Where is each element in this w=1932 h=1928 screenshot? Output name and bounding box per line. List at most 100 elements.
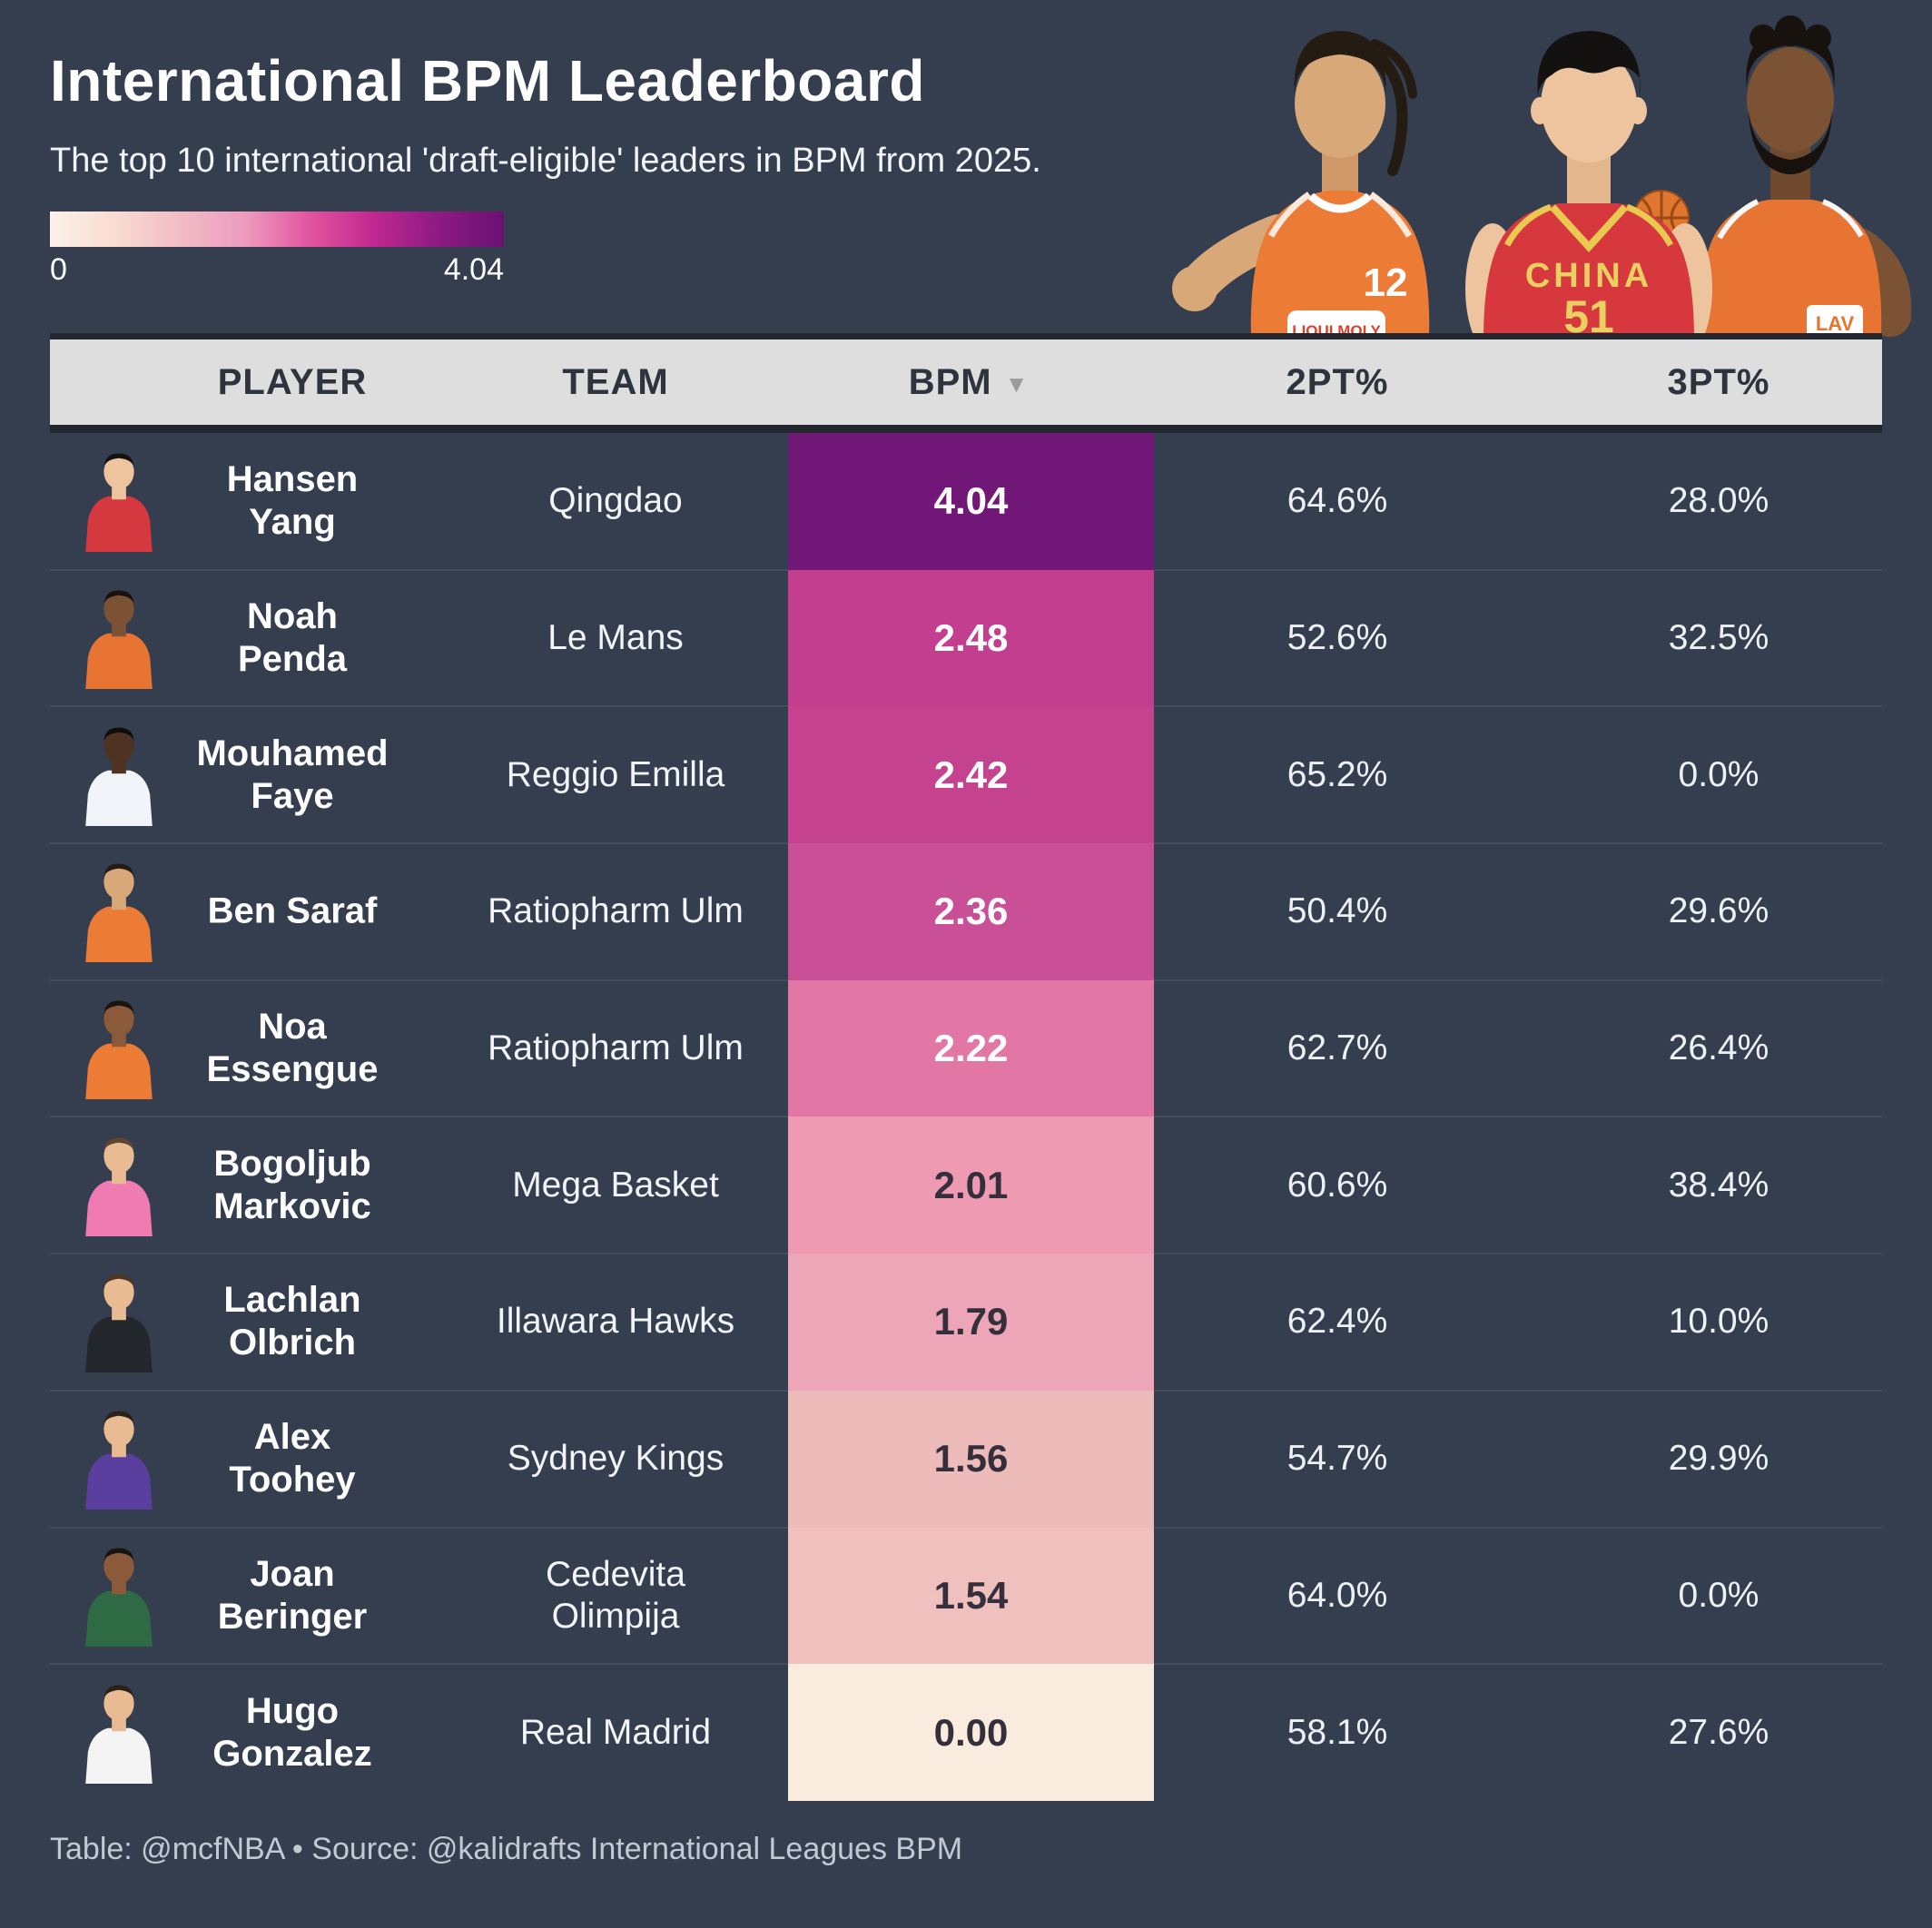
player-avatar-graphic: [85, 1548, 153, 1647]
player-team: Real Madrid: [519, 1712, 712, 1752]
bpm-cell: 2.48: [788, 569, 1154, 707]
three-pt-value: 0.0%: [1678, 754, 1760, 794]
bpm-value: 2.36: [933, 890, 1009, 933]
player-avatar: [75, 450, 163, 553]
column-header-team: TEAM: [562, 361, 669, 402]
bpm-value: 1.56: [933, 1437, 1009, 1480]
player-avatar-graphic: [85, 1137, 153, 1236]
table-row: Joan Beringer Cedevita Olimpija 1.54 64.…: [50, 1526, 1882, 1665]
player-team: Ratiopharm Ulm: [488, 891, 744, 931]
player-name: Mouhamed Faye: [196, 733, 389, 816]
player-team: Reggio Emilla: [506, 754, 725, 794]
player-avatar-graphic: [85, 453, 153, 553]
player-name: Lachlan Olbrich: [223, 1280, 361, 1363]
bpm-value: 2.01: [933, 1163, 1009, 1206]
player-team: Mega Basket: [512, 1165, 719, 1205]
sort-descending-icon: ▼: [1004, 369, 1030, 398]
player-avatar: [75, 1271, 163, 1373]
table-row: Hansen Yang Qingdao 4.04 64.6% 28.0%: [50, 433, 1882, 570]
table-row: Noah Penda Le Mans 2.48 52.6% 32.5%: [50, 568, 1882, 707]
credit-line: Table: @mcfNBA • Source: @kalidrafts Int…: [50, 1832, 963, 1866]
bpm-cell: 2.01: [788, 1116, 1154, 1254]
player-avatar: [75, 724, 163, 826]
two-pt-value: 62.7%: [1286, 1028, 1388, 1068]
bpm-value: 4.04: [933, 479, 1009, 523]
hero-player-left: 12 LIQUI MOLY: [1172, 31, 1430, 349]
player-team: Illawara Hawks: [496, 1302, 735, 1342]
three-pt-value: 0.0%: [1678, 1575, 1760, 1615]
two-pt-value: 52.6%: [1286, 618, 1388, 658]
three-pt-value: 29.6%: [1668, 891, 1769, 931]
hero-center-jersey-text: CHINA: [1525, 257, 1652, 295]
scale-min-label: 0: [50, 252, 67, 287]
player-avatar-graphic: [85, 863, 153, 963]
subtitle: The top 10 international 'draft-eligible…: [50, 142, 1041, 180]
two-pt-value: 54.7%: [1286, 1439, 1388, 1479]
hero-left-jersey-number: 12: [1364, 261, 1408, 305]
two-pt-value: 58.1%: [1286, 1712, 1388, 1752]
column-header-bpm: BPM ▼: [909, 339, 1030, 425]
three-pt-value: 26.4%: [1668, 1028, 1769, 1068]
player-avatar-graphic: [85, 727, 153, 826]
player-avatar: [75, 1545, 163, 1647]
table-row: Alex Toohey Sydney Kings 1.56 54.7% 29.9…: [50, 1389, 1882, 1528]
table-row: Mouhamed Faye Reggio Emilla 2.42 65.2% 0…: [50, 705, 1882, 844]
two-pt-value: 50.4%: [1286, 891, 1388, 931]
player-name: Hugo Gonzalez: [212, 1690, 372, 1774]
bpm-value: 2.48: [933, 616, 1009, 660]
bpm-cell: 2.22: [788, 979, 1154, 1117]
player-name: Noa Essengue: [206, 1007, 379, 1090]
bpm-value: 1.54: [933, 1573, 1009, 1617]
player-name: Hansen Yang: [226, 459, 359, 543]
bpm-value: 2.42: [933, 753, 1009, 796]
player-avatar-graphic: [85, 590, 153, 690]
bpm-cell: 1.54: [788, 1527, 1154, 1665]
three-pt-value: 28.0%: [1668, 481, 1769, 521]
bpm-cell: 2.36: [788, 843, 1154, 980]
scale-max-label: 4.04: [443, 252, 504, 287]
bpm-color-scale-labels: 0 4.04: [50, 252, 504, 288]
two-pt-value: 62.4%: [1286, 1302, 1388, 1342]
table-row: Hugo Gonzalez Real Madrid 0.00 58.1% 27.…: [50, 1663, 1882, 1801]
table-row: Bogoljub Markovic Mega Basket 2.01 60.6%…: [50, 1116, 1882, 1254]
player-name: Joan Beringer: [217, 1553, 368, 1637]
column-header-3pt: 3PT%: [1667, 361, 1770, 402]
bpm-cell: 0.00: [788, 1664, 1154, 1801]
hero-right-badge: LAV: [1816, 312, 1855, 335]
table-header: PLAYER TEAM BPM ▼ 2PT% 3PT%: [50, 333, 1882, 433]
table-row: Lachlan Olbrich Illawara Hawks 1.79 62.4…: [50, 1253, 1882, 1391]
two-pt-value: 64.0%: [1286, 1575, 1388, 1615]
player-name: Bogoljub Markovic: [213, 1143, 371, 1226]
bpm-value: 2.22: [933, 1027, 1009, 1070]
player-avatar-graphic: [85, 1274, 153, 1373]
three-pt-value: 38.4%: [1668, 1165, 1769, 1205]
player-avatar: [75, 587, 163, 690]
player-name: Noah Penda: [237, 596, 348, 680]
bpm-value: 1.79: [933, 1300, 1009, 1343]
three-pt-value: 27.6%: [1668, 1712, 1769, 1752]
three-pt-value: 32.5%: [1668, 618, 1769, 658]
page-title: International BPM Leaderboard: [50, 48, 925, 113]
table-row: Noa Essengue Ratiopharm Ulm 2.22 62.7% 2…: [50, 979, 1882, 1117]
hero-players-image: 12 LIQUI MOLY LAV: [1117, 0, 1932, 354]
two-pt-value: 64.6%: [1286, 481, 1388, 521]
bpm-header-label: BPM: [908, 361, 992, 402]
hero-player-center: CHINA 51: [1465, 31, 1712, 354]
player-avatar: [75, 1408, 163, 1510]
player-name: Alex Toohey: [229, 1417, 356, 1500]
three-pt-value: 10.0%: [1668, 1302, 1769, 1342]
table-body: Hansen Yang Qingdao 4.04 64.6% 28.0% Noa…: [50, 433, 1882, 1801]
column-header-player: PLAYER: [217, 361, 368, 402]
player-avatar-graphic: [85, 1685, 153, 1784]
player-team: Qingdao: [548, 481, 683, 521]
player-avatar: [75, 1135, 163, 1236]
player-avatar: [75, 1682, 163, 1784]
player-name: Ben Saraf: [207, 890, 378, 931]
player-team: Cedevita Olimpija: [546, 1554, 685, 1636]
player-avatar-graphic: [85, 1411, 153, 1510]
column-header-2pt: 2PT%: [1286, 361, 1389, 402]
player-team: Le Mans: [547, 618, 684, 658]
bpm-cell: 1.56: [788, 1390, 1154, 1528]
two-pt-value: 65.2%: [1286, 754, 1388, 794]
